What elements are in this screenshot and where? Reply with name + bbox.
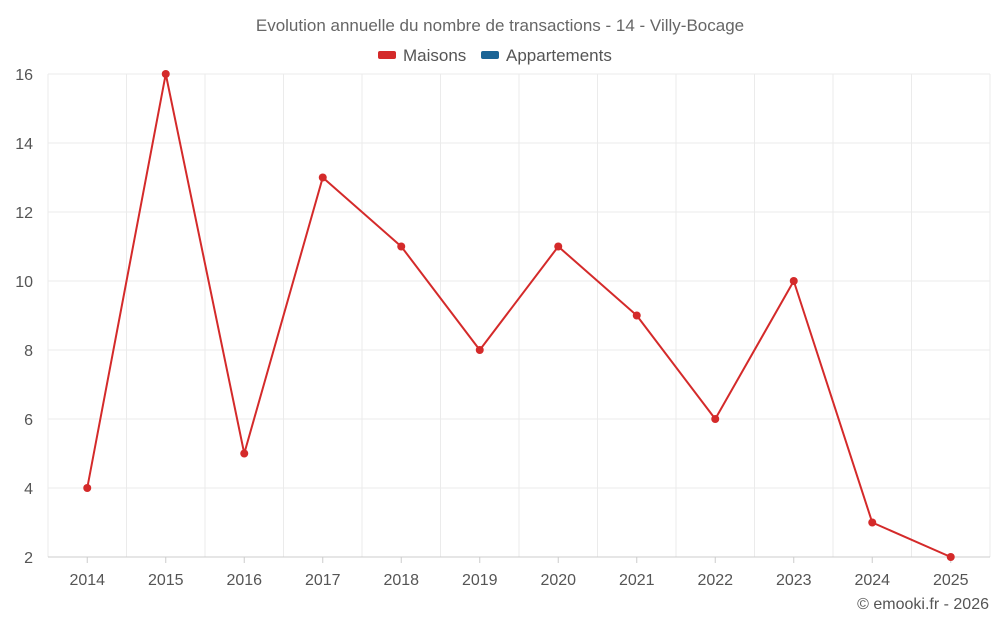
data-point-maisons[interactable] — [632, 311, 641, 320]
y-tick-label: 12 — [15, 205, 33, 222]
data-point-maisons[interactable] — [83, 484, 92, 492]
x-tick-label: 2017 — [305, 572, 341, 589]
legend-label-maisons: Maisons — [403, 46, 466, 65]
y-tick-label: 6 — [24, 412, 33, 429]
y-tick-label: 2 — [24, 550, 33, 567]
y-tick-label: 4 — [24, 481, 33, 498]
chart-title: Evolution annuelle du nombre de transact… — [256, 16, 744, 35]
legend-item-appartements[interactable]: Appartements — [481, 46, 612, 65]
data-point-maisons[interactable] — [318, 173, 327, 182]
credit-text: © emooki.fr - 2026 — [857, 596, 989, 613]
y-tick-label: 10 — [15, 274, 33, 291]
x-tick-label: 2023 — [776, 572, 812, 589]
x-tick-label: 2015 — [148, 572, 184, 589]
data-point-maisons[interactable] — [711, 415, 720, 423]
x-tick-label: 2016 — [226, 572, 262, 589]
x-tick-label: 2020 — [540, 572, 576, 589]
data-point-maisons[interactable] — [868, 518, 877, 527]
data-point-maisons[interactable] — [161, 70, 170, 78]
data-point-maisons[interactable] — [475, 346, 484, 354]
legend-item-maisons[interactable]: Maisons — [378, 46, 466, 65]
y-tick-label: 16 — [15, 67, 33, 84]
y-tick-label: 14 — [15, 136, 33, 153]
series — [83, 70, 955, 561]
y-tick-label: 8 — [24, 343, 33, 360]
series-line-maisons — [86, 73, 952, 558]
x-tick-label: 2014 — [69, 572, 105, 589]
x-tick-label: 2018 — [383, 572, 419, 589]
x-tick-label: 2025 — [933, 572, 969, 589]
data-point-maisons[interactable] — [554, 242, 563, 251]
grid — [47, 73, 991, 557]
legend-swatch-appartements — [481, 51, 499, 59]
data-point-maisons[interactable] — [397, 242, 406, 251]
legend-label-appartements: Appartements — [506, 46, 612, 65]
data-point-maisons[interactable] — [789, 277, 798, 285]
legend-swatch-maisons — [378, 51, 396, 59]
x-tick-label: 2019 — [462, 572, 498, 589]
data-point-maisons[interactable] — [240, 449, 249, 458]
legend: Maisons Appartements — [378, 46, 612, 65]
x-tick-label: 2021 — [619, 572, 655, 589]
x-tick-label: 2022 — [697, 572, 733, 589]
axes: 2 4 6 8 10 12 14 16 2014 2015 2016 2017 2018 2019 2020… — [15, 67, 990, 589]
x-tick-label: 2024 — [854, 572, 890, 589]
data-point-maisons[interactable] — [946, 553, 955, 561]
